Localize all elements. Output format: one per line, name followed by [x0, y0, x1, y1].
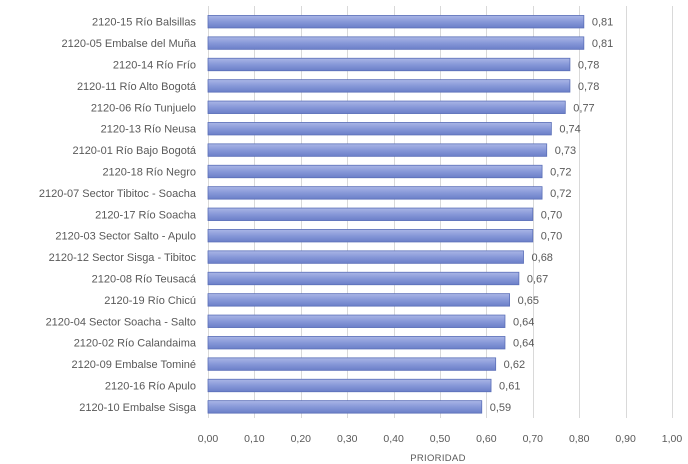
data-labels: 0,81 0,81 0,78 0,78 0,77 0,74 0,73 0,72 0,72 0,70…: [490, 17, 614, 414]
bar: [207, 79, 571, 93]
category-label: 2120-01 Río Bajo Bogotá: [72, 145, 196, 157]
category-label: 2120-04 Sector Soacha - Salto: [46, 316, 196, 328]
x-tick-label: 0,60: [476, 433, 497, 445]
data-label: 0,62: [504, 359, 525, 371]
category-label: 2120-18 Río Negro: [102, 167, 196, 179]
data-label: 0,72: [550, 188, 571, 200]
category-label: 2120-19 Río Chicú: [104, 295, 196, 307]
bar: [207, 336, 506, 350]
data-label: 0,65: [518, 295, 539, 307]
category-label: 2120-17 Río Soacha: [95, 209, 197, 221]
data-label: 0,81: [592, 38, 613, 50]
bar: [207, 378, 492, 393]
bar: [207, 36, 585, 50]
bar: [207, 143, 548, 157]
category-label: 2120-07 Sector Tibitoc - Soacha: [39, 188, 197, 200]
bar: [207, 57, 571, 72]
data-label: 0,78: [578, 81, 599, 93]
x-tick-label: 0,40: [383, 433, 404, 445]
category-label: 2120-16 Río Apulo: [105, 381, 196, 393]
data-label: 0,81: [592, 17, 613, 29]
data-label: 0,73: [555, 145, 576, 157]
category-label: 2120-09 Embalse Tominé: [71, 359, 196, 371]
category-label: 2120-11 Río Alto Bogotá: [77, 81, 197, 93]
data-label: 0,67: [527, 274, 548, 286]
x-tick-label: 1,00: [662, 433, 683, 445]
data-label: 0,61: [499, 381, 520, 393]
x-tick-label: 0,80: [569, 433, 590, 445]
data-label: 0,70: [541, 209, 562, 221]
data-label: 0,68: [532, 252, 553, 264]
data-label: 0,64: [513, 316, 534, 328]
category-label: 2120-15 Río Balsillas: [92, 17, 196, 29]
category-label: 2120-03 Sector Salto - Apulo: [55, 231, 196, 243]
bar: [207, 250, 524, 264]
data-label: 0,78: [578, 60, 599, 72]
data-label: 0,64: [513, 338, 534, 350]
bar: [207, 314, 506, 328]
bar: [207, 229, 534, 243]
category-label: 2120-14 Río Frío: [113, 60, 196, 72]
category-label: 2120-13 Río Neusa: [101, 124, 197, 136]
x-tick-label: 0,30: [337, 433, 358, 445]
data-label: 0,72: [550, 167, 571, 179]
category-label: 2120-10 Embalse Sisga: [79, 402, 197, 414]
bars: [207, 15, 585, 414]
category-labels: 2120-15 Río Balsillas 2120-05 Embalse del…: [39, 17, 197, 414]
x-tick-label: 0,90: [615, 433, 636, 445]
data-label: 0,74: [559, 124, 580, 136]
category-label: 2120-06 Río Tunjuelo: [91, 102, 196, 114]
data-label: 0,59: [490, 402, 511, 414]
bar: [207, 400, 483, 414]
bar: [207, 271, 520, 286]
bar: [207, 186, 543, 200]
bar: [207, 122, 552, 136]
data-label: 0,77: [573, 102, 594, 114]
bar: [207, 164, 543, 179]
bar: [207, 100, 566, 114]
bar: [207, 357, 497, 371]
x-tick-label: 0,70: [523, 433, 544, 445]
data-label: 0,70: [541, 231, 562, 243]
x-axis-title: PRIORIDAD: [410, 453, 465, 464]
category-label: 2120-12 Sector Sisga - Tibitoc: [49, 252, 197, 264]
x-tick-label: 0,10: [244, 433, 265, 445]
x-tick-label: 0,00: [198, 433, 219, 445]
category-label: 2120-08 Río Teusacá: [92, 274, 197, 286]
category-label: 2120-02 Río Calandaima: [74, 338, 197, 350]
x-tick-label: 0,50: [430, 433, 451, 445]
bar: [207, 15, 585, 29]
x-axis-tick-labels: 0,00 0,10 0,20 0,30 0,40 0,50 0,60 0,70 0,80 0,90…: [198, 433, 683, 445]
category-label: 2120-05 Embalse del Muña: [61, 38, 196, 50]
bar: [207, 293, 511, 307]
bar: [207, 207, 534, 221]
x-tick-label: 0,20: [291, 433, 312, 445]
